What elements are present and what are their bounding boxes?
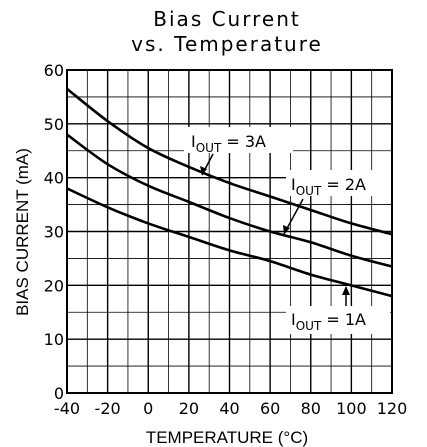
annotation-2a: IOUT = 2A xyxy=(283,170,391,235)
y-tick-label: 60 xyxy=(44,61,64,80)
y-tick-label: 30 xyxy=(44,223,64,242)
annotation-2a-arrowhead xyxy=(283,225,290,234)
x-tick-label: -40 xyxy=(54,399,80,418)
x-tick-label: 0 xyxy=(143,399,153,418)
x-tick-label: 80 xyxy=(301,399,321,418)
series-line-1 xyxy=(66,87,393,236)
svg-text:IOUT = 2A: IOUT = 2A xyxy=(291,175,366,198)
plot-frame xyxy=(66,69,393,394)
annotation-3a: IOUT = 3A xyxy=(184,127,293,176)
tick-labels: -40 -20 0 20 40 60 80 100 120 0 10 20 30 40 50 60 xyxy=(44,61,408,418)
annotation-2a-rest: = 2A xyxy=(321,175,366,194)
x-tick-label: 40 xyxy=(219,399,239,418)
svg-text:IOUT = 1A: IOUT = 1A xyxy=(291,310,366,333)
annotation-3a-rest: = 3A xyxy=(221,132,266,151)
annotation-3a-arrowhead xyxy=(200,166,207,175)
annotation-1a-sub: OUT xyxy=(296,319,322,333)
grid xyxy=(67,70,392,393)
series-line-3 xyxy=(66,187,393,298)
annotation-1a: IOUT = 1A xyxy=(286,286,390,334)
x-tick-label: 20 xyxy=(179,399,199,418)
annotation-2a-main: I xyxy=(291,175,296,194)
y-axis-label: BIAS CURRENT (mA) xyxy=(13,148,32,316)
svg-text:IOUT = 3A: IOUT = 3A xyxy=(191,132,266,155)
annotation-1a-arrowhead xyxy=(342,286,350,295)
series-line-2 xyxy=(66,133,393,268)
annotation-1a-main: I xyxy=(291,310,296,329)
series-lines xyxy=(66,87,393,298)
y-tick-label: 50 xyxy=(44,115,64,134)
x-tick-label: 120 xyxy=(377,399,408,418)
x-tick-label: 100 xyxy=(336,399,367,418)
annotation-3a-main: I xyxy=(191,132,196,151)
annotation-3a-sub: OUT xyxy=(196,141,222,155)
chart-title-line2: vs. Temperature xyxy=(131,32,323,56)
annotation-2a-sub: OUT xyxy=(296,184,322,198)
chart-title-line1: Bias Current xyxy=(153,7,300,31)
y-tick-label: 10 xyxy=(44,330,64,349)
x-tick-label: 60 xyxy=(260,399,280,418)
annotation-1a-rest: = 1A xyxy=(321,310,366,329)
x-axis-label: TEMPERATURE (°C) xyxy=(146,428,308,447)
y-tick-label: 40 xyxy=(44,169,64,188)
y-tick-label: 0 xyxy=(54,384,64,403)
x-tick-label: -20 xyxy=(95,399,121,418)
y-tick-label: 20 xyxy=(44,276,64,295)
